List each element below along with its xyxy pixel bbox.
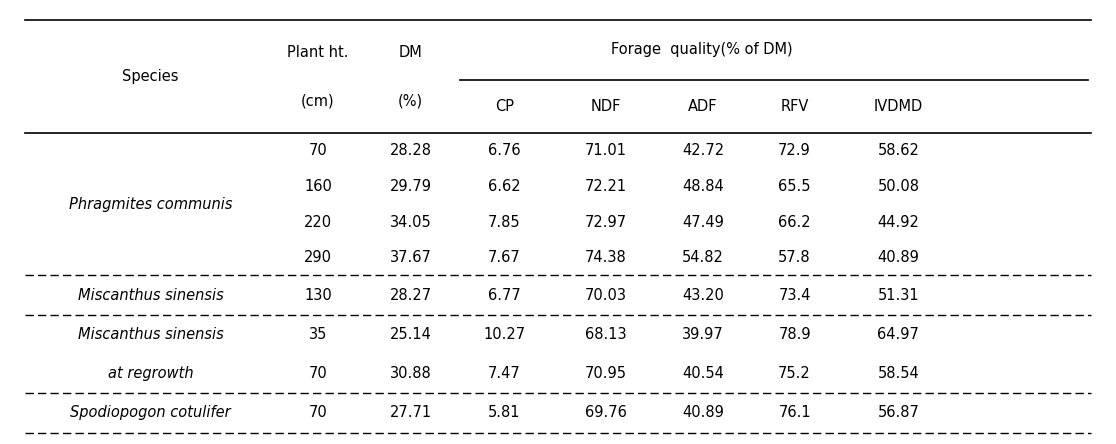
- Text: 70.03: 70.03: [585, 288, 627, 303]
- Text: IVDMD: IVDMD: [874, 99, 923, 114]
- Text: 6.62: 6.62: [488, 179, 521, 194]
- Text: Plant ht.: Plant ht.: [287, 45, 349, 59]
- Text: 71.01: 71.01: [585, 143, 627, 159]
- Text: 7.67: 7.67: [488, 250, 521, 265]
- Text: 76.1: 76.1: [778, 405, 811, 420]
- Text: 56.87: 56.87: [877, 405, 920, 420]
- Text: 7.47: 7.47: [488, 366, 521, 381]
- Text: (cm): (cm): [301, 94, 335, 108]
- Text: Miscanthus sinensis: Miscanthus sinensis: [78, 288, 223, 303]
- Text: at regrowth: at regrowth: [108, 366, 193, 381]
- Text: 72.97: 72.97: [585, 214, 627, 230]
- Text: 68.13: 68.13: [585, 327, 627, 342]
- Text: 74.38: 74.38: [585, 250, 627, 265]
- Text: 6.77: 6.77: [488, 288, 521, 303]
- Text: 28.27: 28.27: [389, 288, 432, 303]
- Text: 44.92: 44.92: [877, 214, 920, 230]
- Text: 40.89: 40.89: [682, 405, 724, 420]
- Text: 70: 70: [309, 366, 327, 381]
- Text: Spodiopogon cotulifer: Spodiopogon cotulifer: [70, 405, 231, 420]
- Text: 35: 35: [309, 327, 327, 342]
- Text: 69.76: 69.76: [585, 405, 627, 420]
- Text: 70.95: 70.95: [585, 366, 627, 381]
- Text: 57.8: 57.8: [778, 250, 811, 265]
- Text: DM: DM: [398, 45, 423, 59]
- Text: 30.88: 30.88: [389, 366, 432, 381]
- Text: 40.89: 40.89: [877, 250, 920, 265]
- Text: 72.21: 72.21: [585, 179, 627, 194]
- Text: 70: 70: [309, 143, 327, 159]
- Text: 37.67: 37.67: [389, 250, 432, 265]
- Text: 48.84: 48.84: [682, 179, 724, 194]
- Text: 72.9: 72.9: [778, 143, 811, 159]
- Text: CP: CP: [494, 99, 514, 114]
- Text: 34.05: 34.05: [389, 214, 432, 230]
- Text: 220: 220: [304, 214, 333, 230]
- Text: 70: 70: [309, 405, 327, 420]
- Text: 58.62: 58.62: [877, 143, 920, 159]
- Text: 130: 130: [305, 288, 331, 303]
- Text: 73.4: 73.4: [778, 288, 811, 303]
- Text: 28.28: 28.28: [389, 143, 432, 159]
- Text: (%): (%): [398, 94, 423, 108]
- Text: NDF: NDF: [590, 99, 622, 114]
- Text: ADF: ADF: [689, 99, 718, 114]
- Text: 47.49: 47.49: [682, 214, 724, 230]
- Text: Species: Species: [123, 69, 179, 84]
- Text: 75.2: 75.2: [778, 366, 811, 381]
- Text: 66.2: 66.2: [778, 214, 811, 230]
- Text: 290: 290: [304, 250, 333, 265]
- Text: 50.08: 50.08: [877, 179, 920, 194]
- Text: 42.72: 42.72: [682, 143, 724, 159]
- Text: 54.82: 54.82: [682, 250, 724, 265]
- Text: 40.54: 40.54: [682, 366, 724, 381]
- Text: 6.76: 6.76: [488, 143, 521, 159]
- Text: Miscanthus sinensis: Miscanthus sinensis: [78, 327, 223, 342]
- Text: RFV: RFV: [780, 99, 809, 114]
- Text: 78.9: 78.9: [778, 327, 811, 342]
- Text: 58.54: 58.54: [877, 366, 920, 381]
- Text: 51.31: 51.31: [877, 288, 920, 303]
- Text: 39.97: 39.97: [682, 327, 724, 342]
- Text: 7.85: 7.85: [488, 214, 521, 230]
- Text: 10.27: 10.27: [483, 327, 526, 342]
- Text: 65.5: 65.5: [778, 179, 811, 194]
- Text: Forage  quality(% of DM): Forage quality(% of DM): [610, 43, 792, 57]
- Text: 29.79: 29.79: [389, 179, 432, 194]
- Text: Phragmites communis: Phragmites communis: [69, 197, 232, 212]
- Text: 5.81: 5.81: [488, 405, 521, 420]
- Text: 64.97: 64.97: [877, 327, 920, 342]
- Text: 25.14: 25.14: [389, 327, 432, 342]
- Text: 27.71: 27.71: [389, 405, 432, 420]
- Text: 43.20: 43.20: [682, 288, 724, 303]
- Text: 160: 160: [305, 179, 331, 194]
